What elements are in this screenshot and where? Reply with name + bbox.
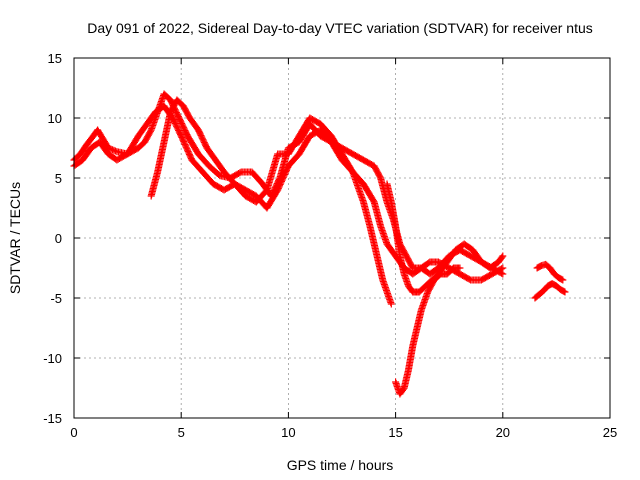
y-tick-label: 10 — [48, 111, 62, 126]
series-track-b — [70, 102, 507, 284]
plot-data — [70, 90, 569, 398]
series-track-c — [147, 96, 395, 308]
data-point — [561, 288, 569, 296]
series-track-f — [533, 260, 567, 284]
data-point — [499, 270, 507, 278]
series-track-d — [383, 180, 507, 296]
y-axis-label: SDTVAR / TECUs — [7, 182, 23, 294]
data-point — [456, 264, 464, 272]
x-tick-label: 5 — [178, 425, 185, 440]
y-tick-label: -15 — [43, 411, 62, 426]
x-axis-label: GPS time / hours — [287, 457, 394, 473]
y-tick-label: 5 — [55, 171, 62, 186]
data-point — [559, 276, 567, 284]
x-tick-label: 25 — [603, 425, 617, 440]
data-point — [497, 265, 505, 273]
chart-title: Day 091 of 2022, Sidereal Day-to-day VTE… — [87, 20, 593, 36]
y-tick-label: -5 — [50, 291, 62, 306]
data-point — [498, 253, 506, 261]
y-tick-label: -10 — [43, 351, 62, 366]
series-track-e — [392, 264, 464, 398]
x-tick-label: 20 — [496, 425, 510, 440]
axis-ticks: 0 5 10 15 20 25 -15 -10 -5 0 5 10 15 — [43, 51, 617, 440]
x-tick-label: 15 — [388, 425, 402, 440]
data-point — [499, 252, 507, 260]
data-point — [387, 300, 395, 308]
data-point — [499, 264, 507, 272]
y-tick-label: 0 — [55, 231, 62, 246]
x-tick-label: 10 — [281, 425, 295, 440]
y-tick-label: 15 — [48, 51, 62, 66]
x-tick-label: 0 — [70, 425, 77, 440]
series-track-g — [531, 280, 569, 302]
